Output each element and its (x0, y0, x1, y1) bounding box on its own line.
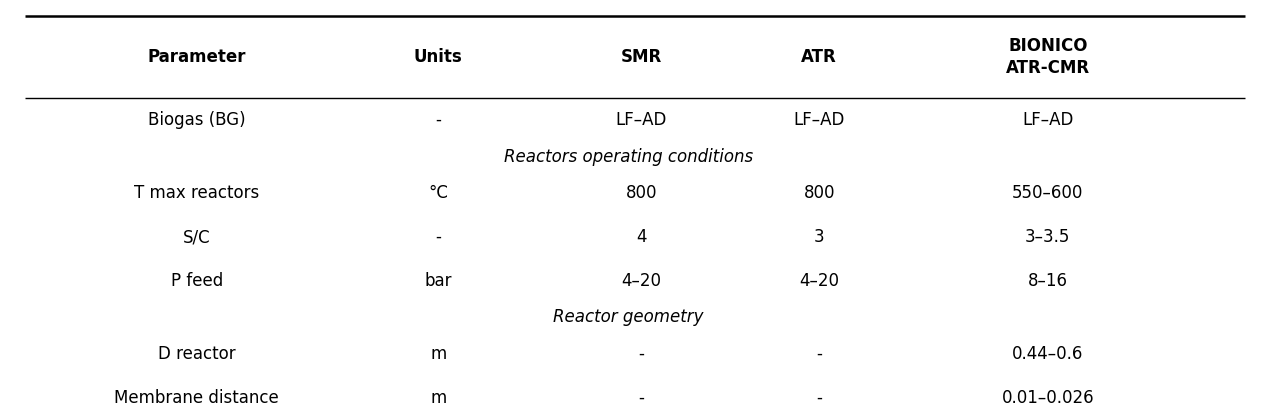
Text: D reactor: D reactor (157, 345, 236, 363)
Text: Biogas (BG): Biogas (BG) (149, 111, 245, 129)
Text: m: m (431, 345, 446, 363)
Text: 0.01–0.026: 0.01–0.026 (1002, 389, 1093, 407)
Text: SMR: SMR (621, 48, 662, 66)
Text: ATR: ATR (801, 48, 837, 66)
Text: -: - (817, 345, 822, 363)
Text: S/C: S/C (183, 228, 211, 246)
Text: 800: 800 (626, 184, 657, 202)
Text: bar: bar (424, 272, 452, 290)
Text: P feed: P feed (170, 272, 224, 290)
Text: Reactor geometry: Reactor geometry (554, 308, 704, 326)
Text: BIONICO
ATR-CMR: BIONICO ATR-CMR (1006, 37, 1090, 77)
Text: °C: °C (428, 184, 448, 202)
Text: 3: 3 (814, 228, 824, 246)
Text: -: - (639, 389, 644, 407)
Text: -: - (436, 228, 441, 246)
Text: Parameter: Parameter (147, 48, 246, 66)
Text: 4: 4 (636, 228, 646, 246)
Text: -: - (436, 111, 441, 129)
Text: T max reactors: T max reactors (135, 184, 259, 202)
Text: 550–600: 550–600 (1012, 184, 1083, 202)
Text: 0.44–0.6: 0.44–0.6 (1012, 345, 1083, 363)
Text: LF–AD: LF–AD (616, 111, 667, 129)
Text: Reactors operating conditions: Reactors operating conditions (504, 148, 753, 166)
Text: 8–16: 8–16 (1027, 272, 1068, 290)
Text: -: - (817, 389, 822, 407)
Text: 3–3.5: 3–3.5 (1025, 228, 1071, 246)
Text: m: m (431, 389, 446, 407)
Text: 4–20: 4–20 (621, 272, 662, 290)
Text: -: - (639, 345, 644, 363)
Text: 4–20: 4–20 (799, 272, 839, 290)
Text: LF–AD: LF–AD (1022, 111, 1073, 129)
Text: Membrane distance: Membrane distance (114, 389, 279, 407)
Text: 800: 800 (804, 184, 834, 202)
Text: Units: Units (414, 48, 462, 66)
Text: LF–AD: LF–AD (794, 111, 845, 129)
